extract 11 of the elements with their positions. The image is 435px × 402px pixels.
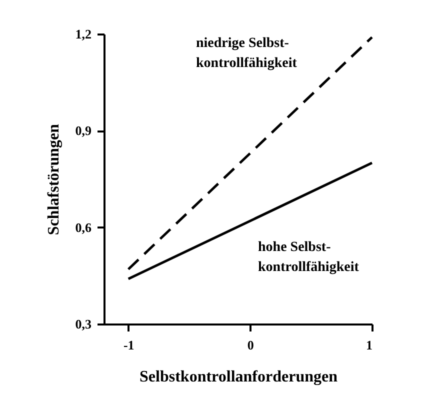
y-axis-title: Schlafstörungen bbox=[45, 124, 62, 236]
y-tick-label: 0,9 bbox=[75, 123, 92, 138]
y-tick-label: 0,3 bbox=[75, 316, 92, 332]
series-label: hohe Selbst- kontrollfähigkeit bbox=[258, 240, 360, 275]
x-tick-label: 0 bbox=[247, 338, 254, 352]
x-tick-label: -1 bbox=[123, 338, 134, 352]
series-label: niedrige Selbst- kontrollfähigkeit bbox=[196, 36, 298, 71]
y-tick-label: 0,6 bbox=[75, 220, 92, 235]
y-tick-label: 1,2 bbox=[75, 26, 92, 42]
x-axis-title: Selbstkontrollanforderungen bbox=[140, 368, 338, 386]
x-tick-label: 1 bbox=[366, 338, 372, 352]
